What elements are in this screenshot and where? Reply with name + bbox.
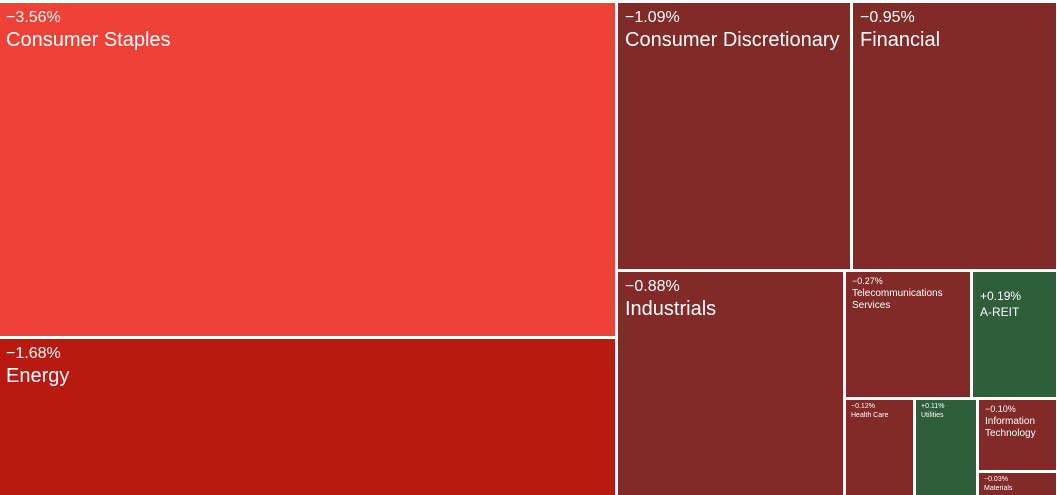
tile-label: A-REIT (980, 304, 1020, 319)
tile-consumer-discretionary[interactable]: −1.09% Consumer Discretionary (618, 3, 850, 269)
tile-change: +0.19% (980, 289, 1022, 303)
tile-label: Information Technology (985, 416, 1036, 439)
tile-financial[interactable]: −0.95% Financial (853, 3, 1056, 269)
tile-change: −0.03% (984, 476, 1008, 483)
tile-label: Consumer Discretionary (625, 29, 840, 52)
tile-health-care[interactable]: −0.12% Health Care (846, 400, 913, 495)
tile-change: −0.88% (625, 278, 680, 295)
tile-label: Energy (6, 365, 70, 388)
tile-information-technology[interactable]: −0.10% Information Technology (979, 400, 1056, 470)
tile-change: −3.56% (6, 9, 61, 26)
tile-telecommunications-services[interactable]: −0.27% Telecommunications Services (846, 272, 970, 397)
tile-label: Telecommunications Services (852, 288, 943, 311)
tile-change: −1.09% (625, 9, 680, 26)
tile-label: Health Care (851, 412, 889, 420)
tile-a-reit[interactable]: +0.19% A-REIT (973, 272, 1056, 397)
tile-industrials[interactable]: −0.88% Industrials (618, 272, 843, 495)
tile-label: Financial (860, 29, 941, 52)
tile-change: +0.11% (921, 403, 945, 410)
tile-label: Consumer Staples (6, 29, 171, 52)
tile-change: −1.68% (6, 345, 61, 362)
tile-label: Materials (984, 485, 1013, 493)
tile-label: Utilities (921, 412, 944, 420)
tile-change: −0.10% (985, 404, 1016, 414)
tile-change: −0.12% (851, 403, 875, 410)
tile-consumer-staples[interactable]: −3.56% Consumer Staples (0, 3, 615, 336)
tile-utilities[interactable]: +0.11% Utilities (916, 400, 976, 495)
tile-change: −0.27% (852, 276, 883, 286)
tile-materials[interactable]: −0.03% Materials (979, 473, 1056, 495)
tile-energy[interactable]: −1.68% Energy (0, 339, 615, 495)
tile-label: Industrials (625, 298, 717, 321)
tile-change: −0.95% (860, 9, 915, 26)
